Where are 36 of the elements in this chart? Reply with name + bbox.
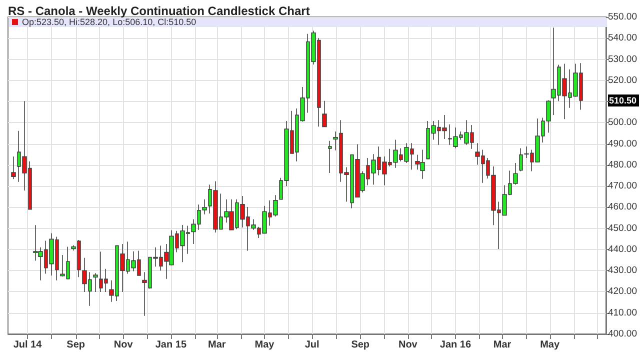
candlestick bbox=[322, 100, 327, 128]
chart-title: RS - Canola - Weekly Continuation Candlestick Chart bbox=[8, 4, 310, 18]
y-tick-label: 410.00 bbox=[608, 307, 638, 318]
candlestick bbox=[11, 156, 16, 180]
y-tick-label: 420.00 bbox=[608, 286, 638, 298]
y-tick-label: 530.00 bbox=[608, 54, 638, 65]
x-tick-label: Nov bbox=[398, 340, 418, 350]
info-panel: Op:523.50, Hi:528.20, Lo:506.10, Cl:510.50 bbox=[9, 18, 607, 27]
x-tick-label: Mar bbox=[493, 340, 512, 350]
x-tick-label: May bbox=[540, 340, 560, 350]
candlestick bbox=[519, 148, 523, 172]
y-tick-label: 490.00 bbox=[608, 138, 638, 150]
y-tick-label: 550.00 bbox=[608, 12, 638, 22]
y-tick-label: 480.00 bbox=[608, 159, 638, 170]
x-tick-label: Nov bbox=[114, 340, 134, 350]
x-tick-label: Jan 15 bbox=[155, 340, 187, 350]
annotation: Op:523.50, Hi:528.20, Lo:506.10, Cl:510.50 bbox=[22, 17, 196, 27]
y-tick-label: 540.00 bbox=[608, 32, 638, 44]
x-tick-label: Sep bbox=[351, 340, 370, 350]
x-tick-label: May bbox=[254, 340, 275, 350]
y-tick-label: 450.00 bbox=[608, 222, 638, 234]
y-tick-label: 440.00 bbox=[608, 244, 638, 255]
x-tick-label: Sep bbox=[66, 340, 85, 350]
candlestick bbox=[93, 272, 98, 292]
y-tick-label: 430.00 bbox=[608, 265, 638, 276]
y-tick-label: 520.00 bbox=[608, 74, 638, 86]
x-tick-label: Jul 14 bbox=[13, 340, 42, 350]
x-tick-label: Mar bbox=[208, 340, 226, 350]
candlestick bbox=[328, 140, 332, 174]
x-tick-label: Jan 16 bbox=[440, 340, 472, 350]
y-tick-label: 460.00 bbox=[608, 202, 638, 213]
y-tick-label: 500.00 bbox=[608, 117, 638, 128]
annotation: 510.50 bbox=[609, 95, 637, 106]
y-tick-label: 400.00 bbox=[608, 328, 638, 340]
x-tick-label: Jul bbox=[304, 340, 320, 350]
y-tick-label: 470.00 bbox=[608, 180, 638, 192]
